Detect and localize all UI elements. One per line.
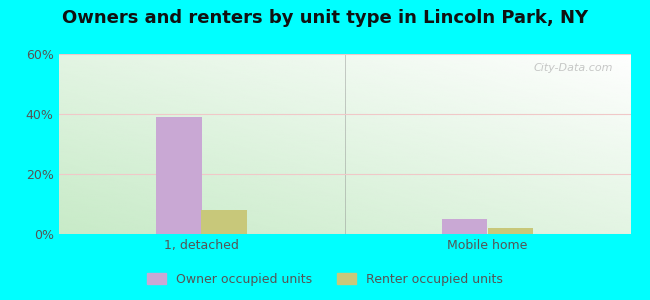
- Text: City-Data.com: City-Data.com: [534, 63, 614, 73]
- Text: Owners and renters by unit type in Lincoln Park, NY: Owners and renters by unit type in Linco…: [62, 9, 588, 27]
- Bar: [202, 210, 247, 234]
- Legend: Owner occupied units, Renter occupied units: Owner occupied units, Renter occupied un…: [142, 268, 508, 291]
- Bar: [156, 117, 202, 234]
- Bar: [442, 219, 488, 234]
- Bar: [488, 228, 533, 234]
